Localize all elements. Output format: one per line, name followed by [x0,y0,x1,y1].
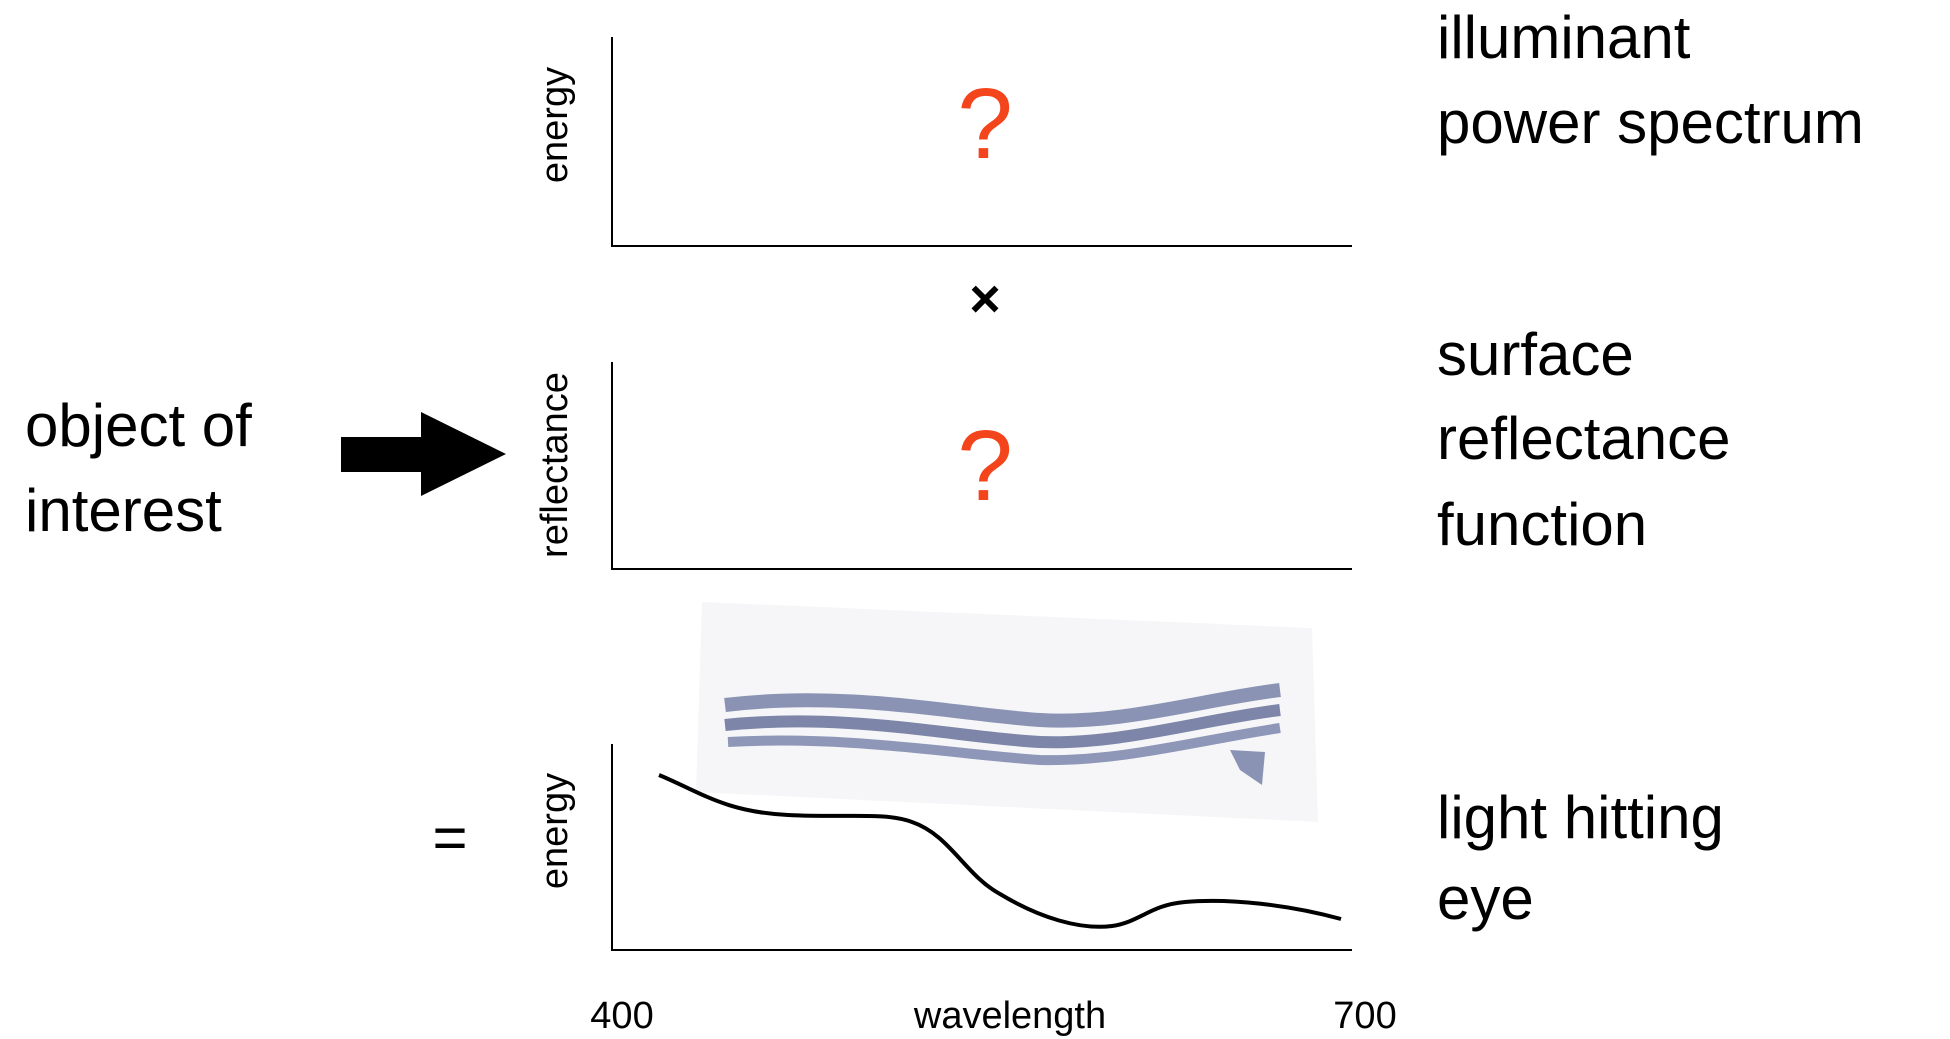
description: illuminant [1437,4,1691,71]
unknown-mark: ? [957,410,1013,522]
object-label: interest [25,477,222,544]
axes [611,744,1352,951]
description: light hitting [1437,784,1724,851]
operator: = [432,804,467,871]
spectrum-photo [696,602,1318,822]
x-start: 400 [590,995,653,1037]
curve [658,773,1342,929]
description: eye [1437,865,1534,932]
x-label: wavelength [913,995,1106,1037]
x-end: 700 [1333,995,1396,1037]
axes [611,37,1352,247]
y-label: energy [534,67,576,183]
y-label: energy [534,773,576,889]
operator: × [969,269,1001,329]
description: function [1437,491,1647,558]
description: power spectrum [1437,89,1864,156]
unknown-mark: ? [957,68,1013,180]
description: surface [1437,321,1634,388]
object-label: object of [25,392,252,459]
axes [611,362,1352,570]
y-label: reflectance [534,372,576,558]
description: reflectance [1437,405,1731,472]
arrow [341,412,506,496]
